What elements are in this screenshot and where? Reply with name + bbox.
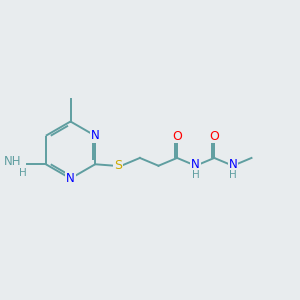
Text: O: O [209,130,219,142]
Text: N: N [229,158,237,171]
Text: N: N [66,172,75,185]
Text: N: N [191,158,200,171]
Text: H: H [192,170,200,180]
Text: NH: NH [4,155,22,168]
Text: S: S [114,159,122,172]
Text: H: H [19,168,26,178]
Text: O: O [172,130,182,142]
Text: H: H [229,170,237,180]
Text: N: N [91,129,100,142]
